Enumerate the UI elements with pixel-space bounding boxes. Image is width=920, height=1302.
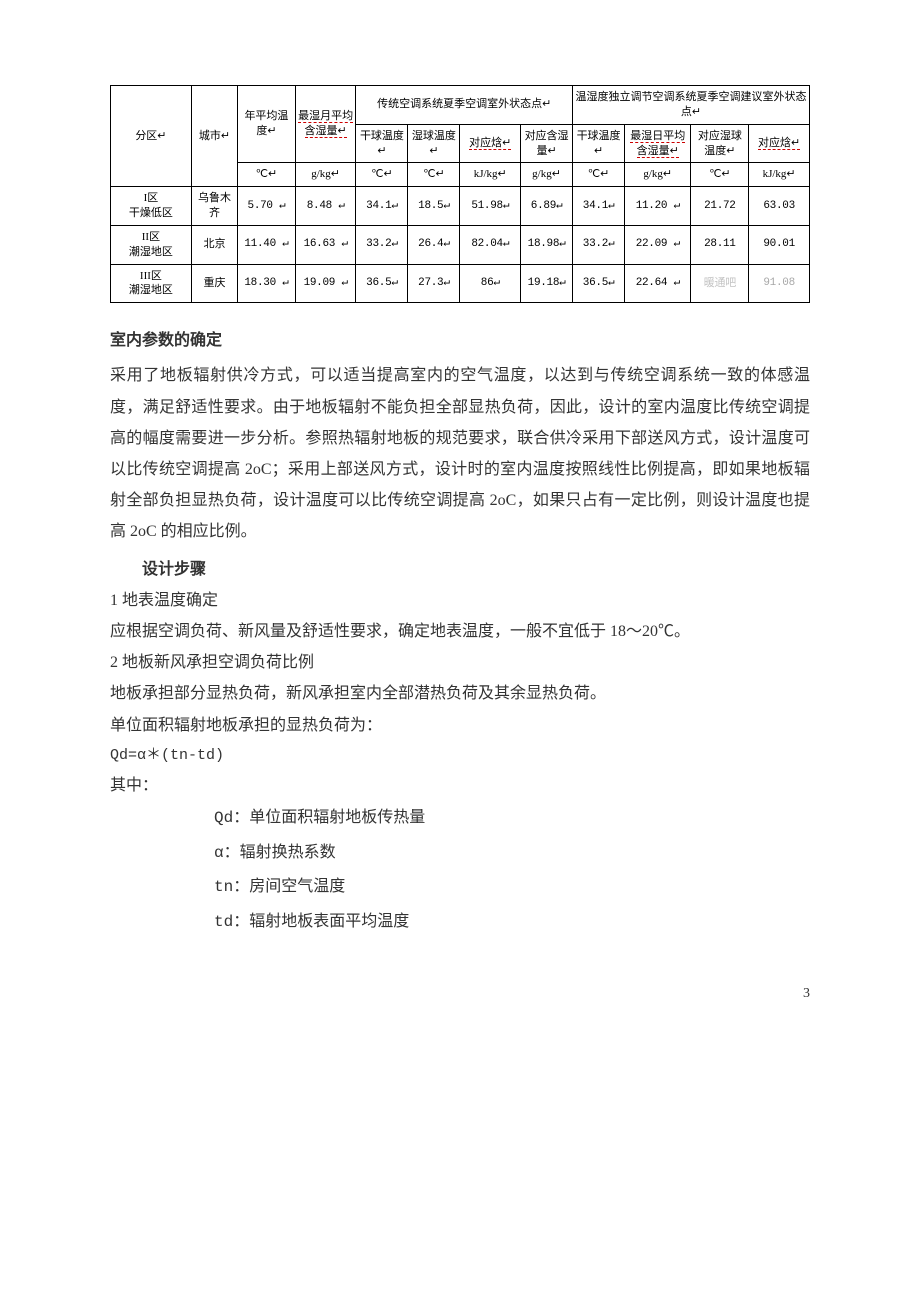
cell-city: 乌鲁木齐 [191, 187, 237, 226]
cell-city: 北京 [191, 225, 237, 264]
cell-value: 暖通吧 [691, 264, 749, 303]
cell-value: 26.4↵ [408, 225, 460, 264]
cell-value: 51.98↵ [460, 187, 521, 226]
th-wet-bulb: 湿球温度↵ [408, 124, 460, 163]
table-head: 分区↵ 城市↵ 年平均温度↵ 最湿月平均含湿量↵ 传统空调系统夏季空调室外状态点… [111, 86, 810, 187]
step2-body1: 地板承担部分显热负荷，新风承担室内全部潜热负荷及其余显热负荷。 [110, 678, 810, 709]
cell-value: 63.03 [749, 187, 810, 226]
cell-value: 19.09 ↵ [295, 264, 356, 303]
cell-value: 16.63 ↵ [295, 225, 356, 264]
u-wet-bulb2: ℃↵ [691, 163, 749, 187]
definition-item: Qd：单位面积辐射地板传热量 [214, 801, 810, 836]
u-enthalpy: kJ/kg↵ [460, 163, 521, 187]
definition-item: td：辐射地板表面平均温度 [214, 905, 810, 940]
cell-city: 重庆 [191, 264, 237, 303]
cell-value: 22.09 ↵ [625, 225, 691, 264]
cell-zone: III区潮湿地区 [111, 264, 192, 303]
where-label: 其中： [110, 770, 810, 801]
th-city: 城市↵ [191, 86, 237, 187]
th-hottest-humid: 最湿月平均含湿量↵ [295, 86, 356, 163]
table-row: II区潮湿地区北京11.40 ↵16.63 ↵33.2↵26.4↵82.04↵1… [111, 225, 810, 264]
cell-value: 33.2↵ [356, 225, 408, 264]
cell-value: 11.20 ↵ [625, 187, 691, 226]
th-hottest-daily: 最湿日平均含湿量↵ [625, 124, 691, 163]
cell-zone: II区潮湿地区 [111, 225, 192, 264]
u-dry-bulb2: ℃↵ [573, 163, 625, 187]
cell-value: 91.08 [749, 264, 810, 303]
cell-value: 19.18↵ [521, 264, 573, 303]
cell-value: 34.1↵ [356, 187, 408, 226]
cell-value: 18.98↵ [521, 225, 573, 264]
table-row: III区潮湿地区重庆18.30 ↵19.09 ↵36.5↵27.3↵86↵19.… [111, 264, 810, 303]
cell-value: 33.2↵ [573, 225, 625, 264]
cell-value: 11.40 ↵ [238, 225, 296, 264]
th-group-1: 传统空调系统夏季空调室外状态点↵ [356, 86, 573, 125]
th-enthalpy2: 对应焓↵ [749, 124, 810, 163]
cell-value: 21.72 [691, 187, 749, 226]
th-dry-bulb: 干球温度↵ [356, 124, 408, 163]
step1-title: 1 地表温度确定 [110, 585, 810, 616]
definition-value: 辐射地板表面平均温度 [249, 913, 409, 930]
step2-title: 2 地板新风承担空调负荷比例 [110, 647, 810, 678]
heading-design-steps: 设计步骤 [110, 554, 810, 585]
cell-zone: I区干燥低区 [111, 187, 192, 226]
th-enthalpy: 对应焓↵ [460, 124, 521, 163]
th-dry-bulb2: 干球温度↵ [573, 124, 625, 163]
definition-key: tn： [214, 878, 249, 896]
page-number: 3 [110, 980, 810, 1007]
definition-key: α： [214, 844, 240, 862]
climate-table-wrap: 分区↵ 城市↵ 年平均温度↵ 最湿月平均含湿量↵ 传统空调系统夏季空调室外状态点… [110, 85, 810, 303]
u-wet-bulb: ℃↵ [408, 163, 460, 187]
definition-key: td： [214, 913, 249, 931]
definition-list: Qd：单位面积辐射地板传热量α：辐射换热系数tn：房间空气温度td：辐射地板表面… [214, 801, 810, 939]
cell-value: 34.1↵ [573, 187, 625, 226]
cell-value: 90.01 [749, 225, 810, 264]
para-indoor-params: 采用了地板辐射供冷方式，可以适当提高室内的空气温度，以达到与传统空调系统一致的体… [110, 360, 810, 547]
cell-value: 82.04↵ [460, 225, 521, 264]
th-wet-bulb2: 对应湿球温度↵ [691, 124, 749, 163]
u-hottest-daily: g/kg↵ [625, 163, 691, 187]
definition-value: 单位面积辐射地板传热量 [249, 809, 425, 826]
u-avg-temp: ℃↵ [238, 163, 296, 187]
step2-body2: 单位面积辐射地板承担的显热负荷为： [110, 710, 810, 741]
definition-value: 辐射换热系数 [240, 844, 336, 861]
th-humidity-ratio: 对应含湿量↵ [521, 124, 573, 163]
cell-value: 18.5↵ [408, 187, 460, 226]
climate-table: 分区↵ 城市↵ 年平均温度↵ 最湿月平均含湿量↵ 传统空调系统夏季空调室外状态点… [110, 85, 810, 303]
formula-qd: Qd=α＊(tn-td) [110, 741, 810, 770]
cell-value: 8.48 ↵ [295, 187, 356, 226]
cell-value: 22.64 ↵ [625, 264, 691, 303]
definition-item: tn：房间空气温度 [214, 870, 810, 905]
cell-value: 36.5↵ [356, 264, 408, 303]
definition-value: 房间空气温度 [249, 878, 345, 895]
u-enthalpy2: kJ/kg↵ [749, 163, 810, 187]
definition-item: α：辐射换热系数 [214, 836, 810, 871]
u-humidity-ratio: g/kg↵ [521, 163, 573, 187]
table-body: I区干燥低区乌鲁木齐5.70 ↵8.48 ↵34.1↵18.5↵51.98↵6.… [111, 187, 810, 303]
table-row: I区干燥低区乌鲁木齐5.70 ↵8.48 ↵34.1↵18.5↵51.98↵6.… [111, 187, 810, 226]
cell-value: 36.5↵ [573, 264, 625, 303]
th-avg-temp: 年平均温度↵ [238, 86, 296, 163]
u-dry-bulb: ℃↵ [356, 163, 408, 187]
th-zone: 分区↵ [111, 86, 192, 187]
heading-indoor-params: 室内参数的确定 [110, 325, 810, 356]
cell-value: 86↵ [460, 264, 521, 303]
cell-value: 5.70 ↵ [238, 187, 296, 226]
th-group-2: 温湿度独立调节空调系统夏季空调建议室外状态点↵ [573, 86, 810, 125]
cell-value: 6.89↵ [521, 187, 573, 226]
step1-body: 应根据空调负荷、新风量及舒适性要求，确定地表温度，一般不宜低于 18～20℃。 [110, 616, 810, 647]
cell-value: 28.11 [691, 225, 749, 264]
u-hottest-humid: g/kg↵ [295, 163, 356, 187]
cell-value: 27.3↵ [408, 264, 460, 303]
definition-key: Qd： [214, 809, 249, 827]
cell-value: 18.30 ↵ [238, 264, 296, 303]
